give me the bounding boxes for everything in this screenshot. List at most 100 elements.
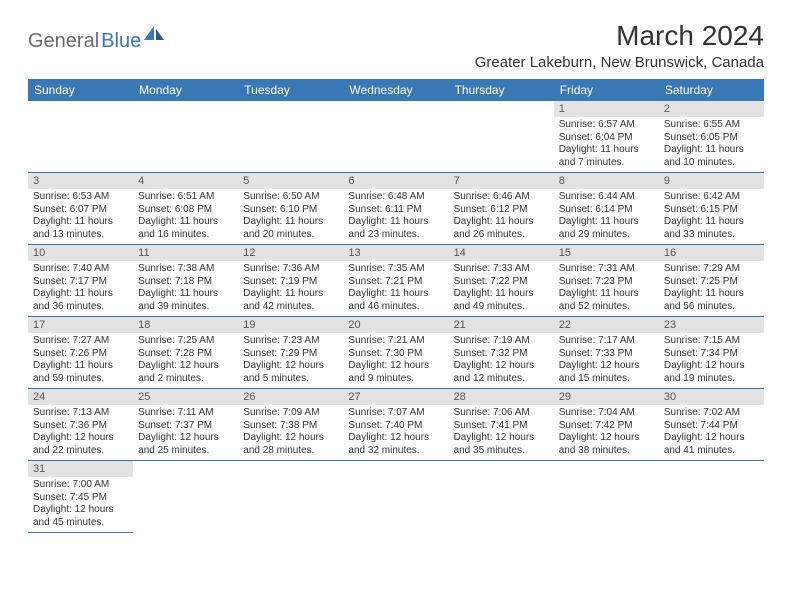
calendar-empty-cell — [238, 461, 343, 533]
day-details: Sunrise: 6:55 AMSunset: 6:05 PMDaylight:… — [659, 117, 764, 172]
day-number: 31 — [28, 461, 133, 477]
daylight-text: Daylight: 12 hours and 5 minutes. — [243, 360, 338, 385]
weekday-header: Monday — [133, 79, 238, 101]
day-details: Sunrise: 7:00 AMSunset: 7:45 PMDaylight:… — [28, 477, 133, 532]
day-details: Sunrise: 7:31 AMSunset: 7:23 PMDaylight:… — [554, 261, 659, 316]
day-number: 19 — [238, 317, 343, 333]
sunset-text: Sunset: 6:14 PM — [559, 204, 654, 217]
day-number: 15 — [554, 245, 659, 261]
sunset-text: Sunset: 6:05 PM — [664, 132, 759, 145]
sunrise-text: Sunrise: 6:53 AM — [33, 191, 128, 204]
daylight-text: Daylight: 12 hours and 12 minutes. — [454, 360, 549, 385]
daylight-text: Daylight: 11 hours and 46 minutes. — [348, 288, 443, 313]
day-number: 26 — [238, 389, 343, 405]
daylight-text: Daylight: 11 hours and 10 minutes. — [664, 144, 759, 169]
day-details: Sunrise: 7:02 AMSunset: 7:44 PMDaylight:… — [659, 405, 764, 460]
sunrise-text: Sunrise: 6:55 AM — [664, 119, 759, 132]
calendar-day-cell: 23Sunrise: 7:15 AMSunset: 7:34 PMDayligh… — [659, 317, 764, 389]
sunset-text: Sunset: 7:21 PM — [348, 276, 443, 289]
sunset-text: Sunset: 7:30 PM — [348, 348, 443, 361]
calendar-week-row: 10Sunrise: 7:40 AMSunset: 7:17 PMDayligh… — [28, 245, 764, 317]
sunset-text: Sunset: 7:44 PM — [664, 420, 759, 433]
day-details: Sunrise: 7:40 AMSunset: 7:17 PMDaylight:… — [28, 261, 133, 316]
sunset-text: Sunset: 7:28 PM — [138, 348, 233, 361]
day-details: Sunrise: 7:09 AMSunset: 7:38 PMDaylight:… — [238, 405, 343, 460]
calendar-week-row: 3Sunrise: 6:53 AMSunset: 6:07 PMDaylight… — [28, 173, 764, 245]
sunset-text: Sunset: 6:07 PM — [33, 204, 128, 217]
weekday-header: Wednesday — [343, 79, 448, 101]
sunrise-text: Sunrise: 7:00 AM — [33, 479, 128, 492]
sunrise-text: Sunrise: 7:21 AM — [348, 335, 443, 348]
calendar-table: SundayMondayTuesdayWednesdayThursdayFrid… — [28, 79, 764, 533]
day-details: Sunrise: 7:23 AMSunset: 7:29 PMDaylight:… — [238, 333, 343, 388]
sunset-text: Sunset: 7:26 PM — [33, 348, 128, 361]
sunrise-text: Sunrise: 7:13 AM — [33, 407, 128, 420]
sunrise-text: Sunrise: 7:15 AM — [664, 335, 759, 348]
daylight-text: Daylight: 11 hours and 39 minutes. — [138, 288, 233, 313]
daylight-text: Daylight: 12 hours and 2 minutes. — [138, 360, 233, 385]
sunrise-text: Sunrise: 7:27 AM — [33, 335, 128, 348]
day-number: 30 — [659, 389, 764, 405]
day-number: 14 — [449, 245, 554, 261]
day-number: 23 — [659, 317, 764, 333]
sunrise-text: Sunrise: 6:48 AM — [348, 191, 443, 204]
day-number: 11 — [133, 245, 238, 261]
sunset-text: Sunset: 7:33 PM — [559, 348, 654, 361]
sail-icon — [144, 26, 166, 47]
location: Greater Lakeburn, New Brunswick, Canada — [475, 54, 764, 71]
day-number: 24 — [28, 389, 133, 405]
day-number: 28 — [449, 389, 554, 405]
sunset-text: Sunset: 7:25 PM — [664, 276, 759, 289]
calendar-empty-cell — [238, 101, 343, 173]
day-number: 20 — [343, 317, 448, 333]
calendar-day-cell: 11Sunrise: 7:38 AMSunset: 7:18 PMDayligh… — [133, 245, 238, 317]
sunrise-text: Sunrise: 6:50 AM — [243, 191, 338, 204]
sunrise-text: Sunrise: 6:51 AM — [138, 191, 233, 204]
sunrise-text: Sunrise: 6:46 AM — [454, 191, 549, 204]
sunrise-text: Sunrise: 7:35 AM — [348, 263, 443, 276]
day-number: 22 — [554, 317, 659, 333]
calendar-day-cell: 27Sunrise: 7:07 AMSunset: 7:40 PMDayligh… — [343, 389, 448, 461]
calendar-day-cell: 24Sunrise: 7:13 AMSunset: 7:36 PMDayligh… — [28, 389, 133, 461]
sunset-text: Sunset: 7:23 PM — [559, 276, 654, 289]
calendar-day-cell: 13Sunrise: 7:35 AMSunset: 7:21 PMDayligh… — [343, 245, 448, 317]
day-details: Sunrise: 7:07 AMSunset: 7:40 PMDaylight:… — [343, 405, 448, 460]
day-details: Sunrise: 7:29 AMSunset: 7:25 PMDaylight:… — [659, 261, 764, 316]
daylight-text: Daylight: 11 hours and 29 minutes. — [559, 216, 654, 241]
day-number: 18 — [133, 317, 238, 333]
day-number: 12 — [238, 245, 343, 261]
day-details: Sunrise: 7:13 AMSunset: 7:36 PMDaylight:… — [28, 405, 133, 460]
calendar-day-cell: 2Sunrise: 6:55 AMSunset: 6:05 PMDaylight… — [659, 101, 764, 173]
day-details: Sunrise: 6:53 AMSunset: 6:07 PMDaylight:… — [28, 189, 133, 244]
calendar-empty-cell — [28, 101, 133, 173]
calendar-empty-cell — [133, 101, 238, 173]
sunrise-text: Sunrise: 7:02 AM — [664, 407, 759, 420]
daylight-text: Daylight: 12 hours and 28 minutes. — [243, 432, 338, 457]
calendar-week-row: 17Sunrise: 7:27 AMSunset: 7:26 PMDayligh… — [28, 317, 764, 389]
sunset-text: Sunset: 6:11 PM — [348, 204, 443, 217]
calendar-week-row: 31Sunrise: 7:00 AMSunset: 7:45 PMDayligh… — [28, 461, 764, 533]
day-details: Sunrise: 7:15 AMSunset: 7:34 PMDaylight:… — [659, 333, 764, 388]
day-number: 10 — [28, 245, 133, 261]
daylight-text: Daylight: 11 hours and 26 minutes. — [454, 216, 549, 241]
day-details: Sunrise: 7:27 AMSunset: 7:26 PMDaylight:… — [28, 333, 133, 388]
daylight-text: Daylight: 12 hours and 22 minutes. — [33, 432, 128, 457]
daylight-text: Daylight: 11 hours and 59 minutes. — [33, 360, 128, 385]
day-number: 6 — [343, 173, 448, 189]
daylight-text: Daylight: 11 hours and 13 minutes. — [33, 216, 128, 241]
day-details: Sunrise: 6:51 AMSunset: 6:08 PMDaylight:… — [133, 189, 238, 244]
sunrise-text: Sunrise: 6:44 AM — [559, 191, 654, 204]
weekday-header: Sunday — [28, 79, 133, 101]
logo-text-blue: Blue — [101, 30, 141, 53]
calendar-day-cell: 3Sunrise: 6:53 AMSunset: 6:07 PMDaylight… — [28, 173, 133, 245]
calendar-day-cell: 5Sunrise: 6:50 AMSunset: 6:10 PMDaylight… — [238, 173, 343, 245]
day-details: Sunrise: 7:04 AMSunset: 7:42 PMDaylight:… — [554, 405, 659, 460]
daylight-text: Daylight: 11 hours and 23 minutes. — [348, 216, 443, 241]
day-details: Sunrise: 6:50 AMSunset: 6:10 PMDaylight:… — [238, 189, 343, 244]
sunrise-text: Sunrise: 7:17 AM — [559, 335, 654, 348]
day-number: 7 — [449, 173, 554, 189]
sunrise-text: Sunrise: 7:19 AM — [454, 335, 549, 348]
sunset-text: Sunset: 6:15 PM — [664, 204, 759, 217]
daylight-text: Daylight: 12 hours and 41 minutes. — [664, 432, 759, 457]
calendar-day-cell: 12Sunrise: 7:36 AMSunset: 7:19 PMDayligh… — [238, 245, 343, 317]
